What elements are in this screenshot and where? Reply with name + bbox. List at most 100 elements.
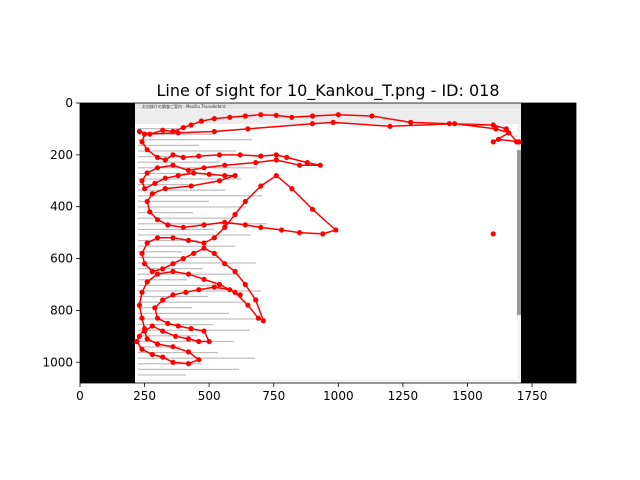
gaze-point	[188, 326, 194, 332]
gaze-point	[136, 128, 142, 135]
gaze-point	[369, 113, 375, 119]
gaze-point	[297, 230, 303, 236]
gaze-point	[237, 152, 243, 158]
gaze-point	[149, 268, 155, 275]
gaze-point	[216, 152, 223, 158]
gaze-point	[139, 289, 145, 295]
screenshot-text-line	[138, 374, 186, 376]
gaze-point	[196, 153, 202, 159]
gaze-point	[211, 128, 217, 135]
gaze-point	[222, 162, 228, 168]
y-tick-label: 1000	[42, 355, 73, 369]
gaze-point	[222, 261, 228, 267]
gaze-point	[289, 114, 295, 120]
gaze-point	[188, 122, 194, 128]
y-tick-label: 200	[50, 148, 73, 162]
gaze-point	[216, 178, 223, 184]
gaze-point	[154, 154, 161, 160]
gaze-point	[255, 315, 261, 321]
gaze-point	[493, 126, 499, 132]
gaze-point	[139, 178, 145, 184]
gaze-point	[139, 250, 145, 256]
gaze-point	[142, 131, 148, 137]
screenshot-text-line	[138, 245, 235, 247]
gaze-point	[175, 173, 181, 179]
gaze-point	[170, 261, 176, 267]
gaze-point	[490, 122, 496, 128]
gaze-point	[297, 162, 303, 168]
gaze-point	[139, 315, 145, 321]
screenshot-text-line	[138, 172, 204, 174]
gaze-point	[273, 157, 279, 163]
gaze-point	[154, 271, 161, 277]
gaze-point	[289, 186, 295, 192]
screenshot-text-line	[138, 128, 178, 130]
gaze-point	[180, 125, 186, 131]
gaze-point	[142, 328, 148, 334]
screenshot-text-line	[138, 161, 220, 163]
gaze-point	[201, 222, 207, 228]
gaze-point	[506, 130, 512, 136]
screenshot-text-line	[138, 178, 241, 180]
gaze-point	[136, 302, 142, 308]
screenshot-text-line	[138, 279, 187, 281]
screenshot-window-title: お出掛けの調査ご案内 - Mozilla Thunderbird	[142, 103, 226, 109]
gaze-point	[142, 261, 148, 267]
screenshot-text-line	[138, 251, 182, 253]
gaze-point	[185, 167, 192, 173]
gaze-point	[170, 359, 176, 365]
gaze-point	[284, 154, 290, 160]
plot-area: お出掛けの調査ご案内 - Mozilla Thunderbird	[80, 103, 576, 383]
screenshot-text-line	[138, 167, 257, 169]
gaze-point	[154, 315, 161, 321]
gaze-point	[170, 292, 176, 298]
gaze-point	[136, 333, 142, 339]
gaze-point	[258, 112, 264, 118]
gaze-point	[317, 162, 323, 168]
y-tick-label: 400	[50, 200, 73, 214]
gaze-point	[335, 112, 341, 118]
gaze-point	[175, 323, 181, 329]
screenshot-text-line	[138, 363, 202, 365]
screenshot-text-line	[138, 228, 214, 230]
gaze-point	[446, 121, 452, 127]
gaze-point	[260, 318, 266, 324]
gaze-point	[333, 227, 339, 233]
screenshot-text-line	[138, 312, 229, 314]
gaze-point	[188, 183, 194, 189]
gaze-point	[144, 170, 150, 176]
x-tick-label: 750	[262, 389, 285, 403]
x-tick-label: 250	[133, 389, 156, 403]
screenshot-text-line	[138, 346, 181, 348]
screenshot-background: お出掛けの調査ご案内 - Mozilla Thunderbird	[135, 103, 521, 383]
gaze-point	[495, 136, 502, 142]
gaze-point	[162, 175, 168, 181]
gaze-point	[183, 289, 189, 295]
gaze-point	[232, 289, 238, 295]
gaze-point	[149, 191, 155, 197]
gaze-point	[242, 281, 248, 288]
x-tick-label: 500	[198, 389, 221, 403]
gaze-point	[134, 338, 140, 345]
screenshot-text-line	[138, 340, 234, 342]
gaze-point	[503, 126, 509, 132]
gaze-point	[490, 139, 496, 145]
gaze-point	[273, 152, 279, 158]
gaze-point	[232, 211, 238, 218]
gaze-point	[408, 119, 414, 125]
gaze-point	[160, 328, 166, 334]
gaze-point	[185, 349, 192, 355]
screenshot-text-line	[138, 329, 250, 331]
gaze-point	[185, 237, 192, 243]
gaze-point	[245, 126, 251, 132]
gaze-point	[201, 165, 207, 171]
gaze-point	[173, 333, 179, 339]
gaze-point	[516, 139, 522, 145]
gaze-point	[320, 231, 326, 237]
chart-title: Line of sight for 10_Kankou_T.png - ID: …	[156, 81, 499, 101]
gaze-point	[222, 173, 228, 179]
screenshot-text-line	[138, 184, 188, 186]
gaze-point	[147, 131, 153, 137]
screenshot-text-line	[138, 217, 230, 219]
axes-frame	[79, 102, 577, 384]
